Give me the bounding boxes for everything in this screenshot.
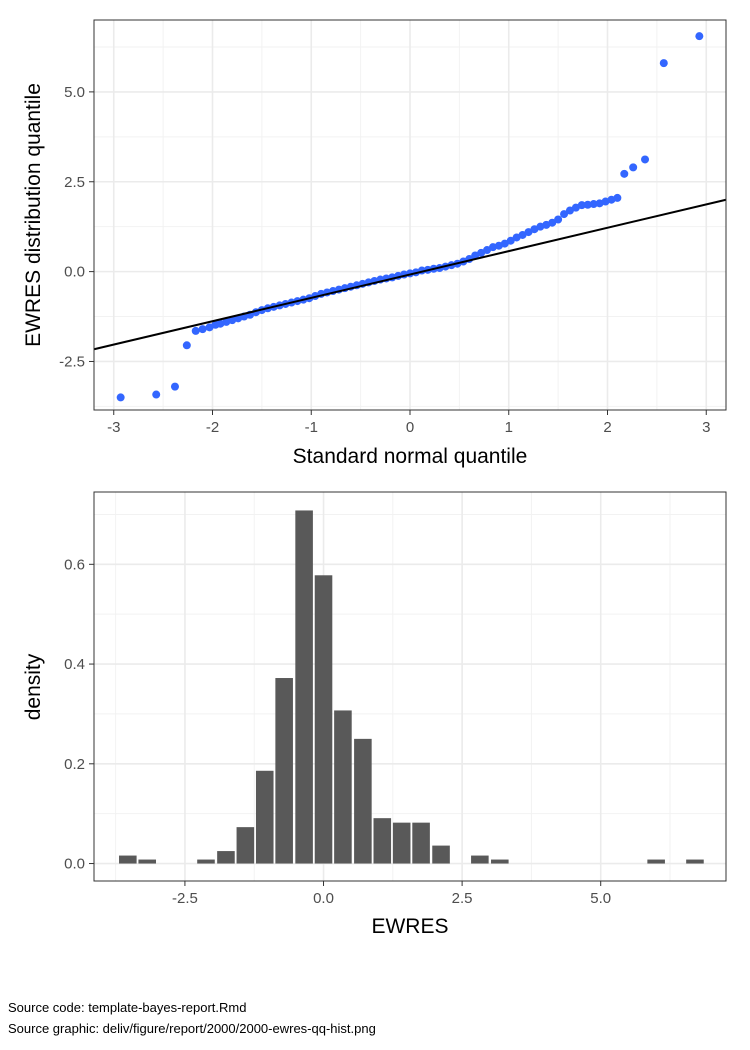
qq-point: [116, 393, 125, 402]
histogram-bar: [471, 855, 489, 864]
qq-plot-panel: -3 -2 -1 0 1 2 3 -2.5 0.0 2.5 5.0 Standard normal …: [22, 19, 727, 468]
qq-point: [554, 215, 563, 224]
qq-point: [629, 163, 638, 172]
histogram-y-tick-label: 0.0: [64, 856, 85, 873]
qq-x-tick-label: 3: [702, 419, 710, 436]
histogram-bar: [217, 851, 235, 864]
histogram-panel: -2.5 0.0 2.5 5.0 0.0 0.2 0.4 0.6 EWRES density: [22, 491, 727, 938]
histogram-y-tick-label: 0.6: [64, 556, 85, 573]
histogram-bar: [334, 710, 352, 864]
qq-point: [583, 200, 592, 209]
qq-point: [198, 325, 207, 334]
histogram-bar: [373, 818, 392, 864]
qq-x-tick-label: -3: [107, 419, 120, 436]
histogram-border: [93, 491, 727, 882]
qq-point: [524, 228, 533, 237]
histogram-bar: [295, 510, 313, 864]
footer-source-code: Source code: template-bayes-report.Rmd: [8, 1000, 247, 1015]
histogram-x-tick-label: 0.0: [313, 890, 334, 907]
qq-point: [620, 169, 629, 178]
qq-plot-ticks: -3 -2 -1 0 1 2 3 -2.5 0.0 2.5 5.0: [59, 84, 710, 436]
histogram-bar: [432, 845, 450, 864]
histogram-bar: [647, 859, 665, 864]
histogram-bar: [197, 859, 215, 864]
histogram-bar: [119, 855, 137, 864]
histogram-background: [94, 492, 726, 881]
qq-point: [659, 59, 668, 68]
histogram-bar: [491, 859, 509, 864]
histogram-bar: [412, 822, 430, 864]
figure-canvas: -3 -2 -1 0 1 2 3 -2.5 0.0 2.5 5.0 Standard normal …: [22, 19, 727, 938]
qq-reference-line: [93, 198, 727, 351]
qq-x-tick-label: 2: [603, 419, 611, 436]
histogram-bars: [119, 510, 704, 864]
qq-point: [560, 210, 569, 219]
qq-point: [500, 239, 509, 248]
qq-point: [152, 390, 161, 399]
qq-y-tick-label: 5.0: [64, 84, 85, 101]
histogram-bar: [392, 822, 411, 864]
histogram-x-tick-label: 5.0: [590, 890, 611, 907]
qq-x-tick-label: 1: [505, 419, 513, 436]
qq-point: [695, 32, 704, 41]
qq-point: [191, 326, 200, 335]
qq-point: [577, 201, 586, 210]
histogram-y-tick-label: 0.4: [64, 656, 85, 673]
histogram-bar: [255, 770, 274, 864]
histogram-x-tick-label: 2.5: [452, 890, 473, 907]
histogram-bar: [138, 859, 157, 864]
qq-point: [589, 200, 598, 209]
histogram-ticks: -2.5 0.0 2.5 5.0 0.0 0.2 0.4 0.6: [64, 556, 611, 907]
qq-x-tick-label: -1: [305, 419, 318, 436]
qq-point: [548, 218, 557, 227]
qq-point: [182, 341, 191, 350]
footer-source-graphic: Source graphic: deliv/figure/report/2000…: [8, 1021, 376, 1036]
qq-point: [477, 248, 486, 257]
qq-x-tick-label: -2: [206, 419, 219, 436]
qq-point: [506, 236, 515, 245]
histogram-bar: [236, 827, 255, 864]
qq-point: [518, 230, 527, 239]
qq-point: [641, 155, 650, 164]
histogram-bar: [275, 678, 293, 864]
qq-y-axis-title: EWRES distribution quantile: [22, 83, 45, 347]
qq-point: [565, 206, 574, 215]
qq-x-tick-label: 0: [406, 419, 414, 436]
qq-y-tick-label: -2.5: [59, 353, 85, 370]
histogram-x-axis-title: EWRES: [371, 915, 448, 938]
qq-x-axis-title: Standard normal quantile: [293, 445, 528, 468]
histogram-y-tick-label: 0.2: [64, 756, 85, 773]
qq-plot-marks: [93, 32, 727, 402]
histogram-bar: [314, 575, 333, 864]
qq-y-tick-label: 0.0: [64, 264, 85, 281]
qq-point: [170, 382, 179, 391]
qq-y-tick-label: 2.5: [64, 174, 85, 191]
qq-point: [483, 246, 492, 255]
histogram-bar: [354, 738, 372, 864]
qq-plot-gridlines: [94, 20, 726, 410]
histogram-bar: [686, 859, 704, 864]
histogram-y-axis-title: density: [22, 653, 45, 720]
qq-point: [613, 193, 622, 202]
histogram-x-tick-label: -2.5: [172, 890, 198, 907]
